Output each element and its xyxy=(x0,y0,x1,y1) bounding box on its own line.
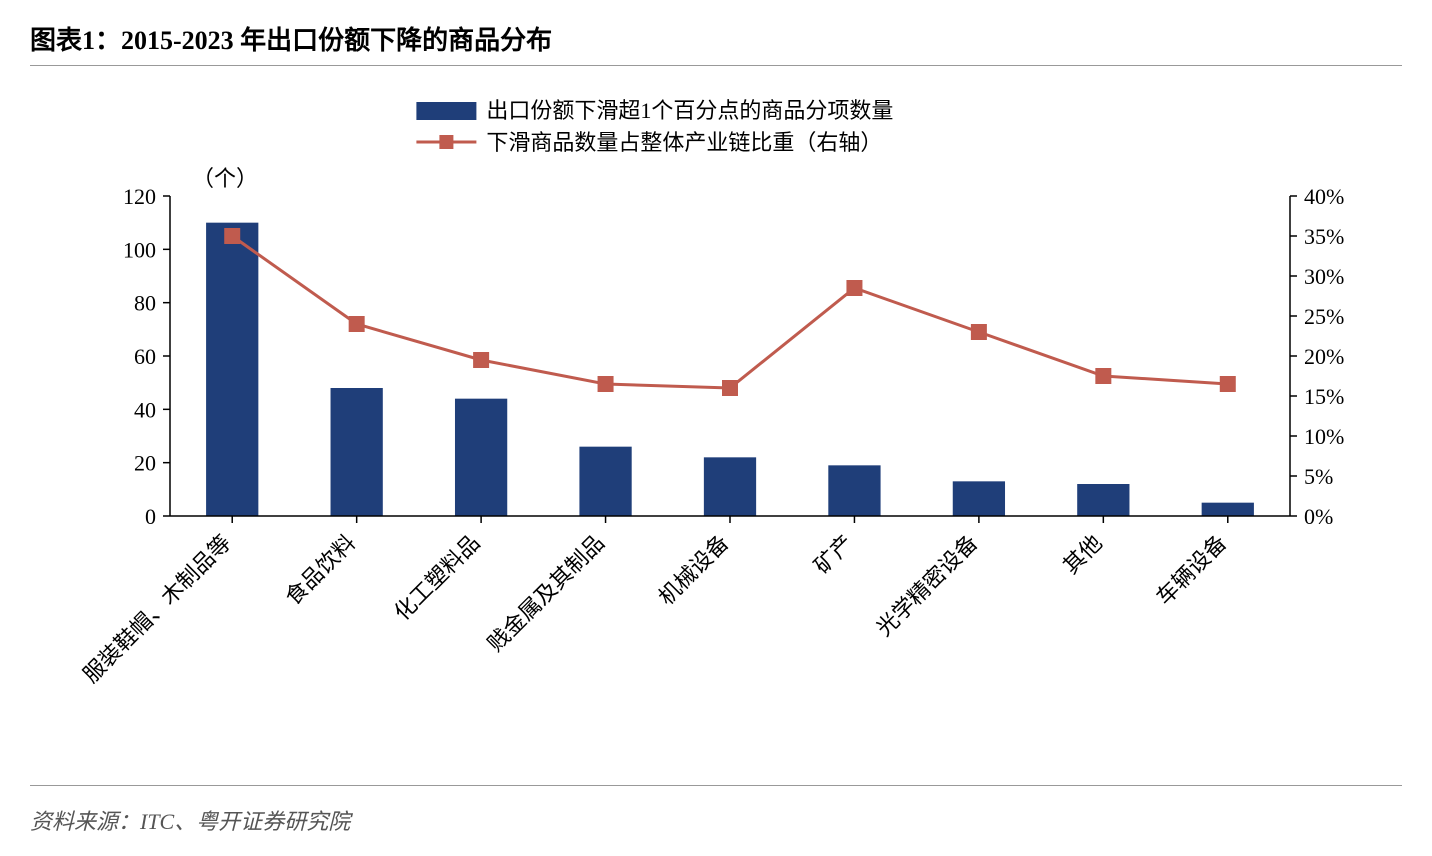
line-marker xyxy=(598,376,614,392)
x-category-label: 食品饮料 xyxy=(280,530,360,610)
bar xyxy=(455,399,507,516)
x-category-label: 贱金属及其制品 xyxy=(483,530,610,657)
unit-label: （个） xyxy=(192,166,258,191)
bar xyxy=(331,388,383,516)
bar xyxy=(953,481,1005,516)
bar xyxy=(579,447,631,516)
bar xyxy=(206,223,258,516)
y-right-tick: 5% xyxy=(1304,464,1333,489)
line-marker xyxy=(224,228,240,244)
bar xyxy=(1202,503,1254,516)
x-category-label: 矿产 xyxy=(809,530,858,579)
line-marker xyxy=(1220,376,1236,392)
bar xyxy=(1077,484,1129,516)
y-right-tick: 15% xyxy=(1304,384,1344,409)
combo-chart: 0 20 40 60 80 100 120 0% 5% 10% 15% 20% 25% 30% 35% 40%… xyxy=(30,86,1400,786)
y-right-tick: 25% xyxy=(1304,304,1344,329)
x-category-label: 化工塑料品 xyxy=(389,530,484,625)
y-left-tick: 0 xyxy=(145,504,156,529)
legend: 出口份额下滑超1个百分点的商品分项数量下滑商品数量占整体产业链比重（右轴） xyxy=(416,98,893,155)
chart-title: 图表1：2015-2023 年出口份额下降的商品分布 xyxy=(30,20,1402,66)
y-left-tick: 80 xyxy=(134,291,156,316)
x-category-label: 光学精密设备 xyxy=(871,530,982,641)
x-category-label: 服装鞋帽、木制品等 xyxy=(78,530,236,688)
legend-line-label: 下滑商品数量占整体产业链比重（右轴） xyxy=(486,130,882,155)
y-right-tick: 10% xyxy=(1304,424,1344,449)
y-right-tick: 35% xyxy=(1304,224,1344,249)
line-marker xyxy=(971,324,987,340)
chart-container: 0 20 40 60 80 100 120 0% 5% 10% 15% 20% 25% 30% 35% 40%… xyxy=(30,86,1402,786)
legend-line-marker xyxy=(439,135,453,149)
x-category-label: 车辆设备 xyxy=(1151,530,1231,610)
y-right-tick: 0% xyxy=(1304,504,1333,529)
source-line: 资料来源：ITC、粤开证券研究院 xyxy=(30,796,1402,836)
legend-bar-label: 出口份额下滑超1个百分点的商品分项数量 xyxy=(486,98,893,123)
y-right-tick: 30% xyxy=(1304,264,1344,289)
line-marker xyxy=(846,280,862,296)
y-left-tick: 120 xyxy=(123,184,156,209)
line-marker xyxy=(349,316,365,332)
y-left-tick: 60 xyxy=(134,344,156,369)
y-left-tick: 40 xyxy=(134,397,156,422)
x-category-label: 机械设备 xyxy=(654,530,734,610)
line-marker xyxy=(1095,368,1111,384)
line-marker xyxy=(473,352,489,368)
y-left-tick: 100 xyxy=(123,237,156,262)
x-category-label: 其他 xyxy=(1058,530,1107,579)
legend-bar-swatch xyxy=(416,102,476,120)
y-right-tick: 20% xyxy=(1304,344,1344,369)
y-right-tick: 40% xyxy=(1304,184,1344,209)
line-series xyxy=(232,236,1228,388)
line-marker xyxy=(722,380,738,396)
y-left-tick: 20 xyxy=(134,451,156,476)
bar xyxy=(704,457,756,516)
bar xyxy=(828,465,880,516)
